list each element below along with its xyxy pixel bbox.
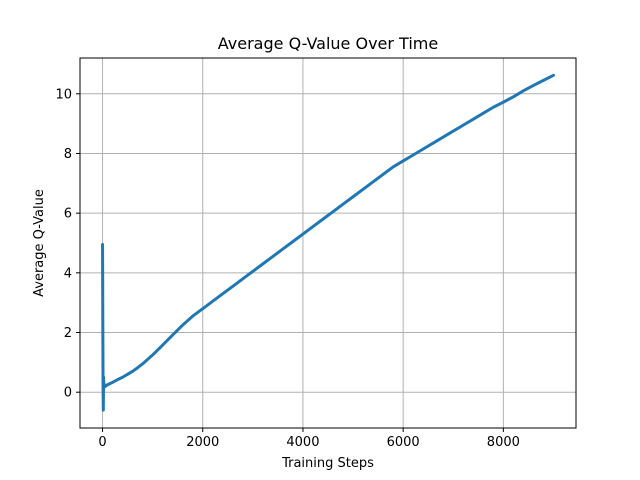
x-tick-label: 8000 [487, 435, 520, 450]
x-tick-label: 4000 [286, 435, 319, 450]
y-tick-label: 4 [64, 266, 72, 281]
x-axis-label: Training Steps [281, 456, 374, 471]
x-tick-label: 0 [98, 435, 106, 450]
x-tick-label: 2000 [186, 435, 219, 450]
grid-lines [80, 58, 576, 428]
y-tick-label: 0 [64, 386, 72, 401]
plot-frame [79, 57, 577, 429]
series-line [101, 73, 555, 412]
y-tick-label: 6 [64, 207, 72, 222]
y-tick-label: 8 [64, 147, 72, 162]
y-tick-label: 10 [55, 87, 72, 102]
x-tick-label: 6000 [387, 435, 420, 450]
chart-title: Average Q-Value Over Time [218, 34, 438, 53]
series-layer [101, 73, 555, 412]
y-axis-label: Average Q-Value [32, 189, 47, 297]
y-tick-label: 2 [64, 326, 72, 341]
axis-ticks: 0 2000 4000 6000 8000 0 2 4 6 8 10 [55, 87, 519, 450]
